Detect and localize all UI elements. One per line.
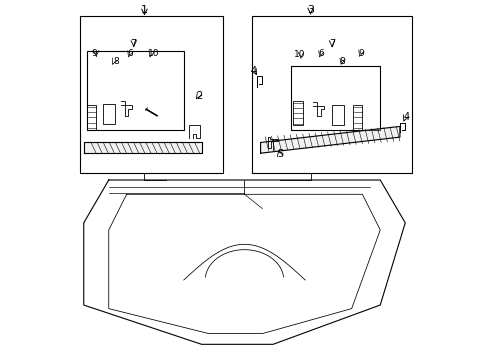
Text: 9: 9 bbox=[91, 49, 97, 58]
Text: 10: 10 bbox=[293, 50, 305, 59]
Bar bbox=[103, 104, 115, 123]
Text: 4: 4 bbox=[250, 66, 256, 76]
Text: 8: 8 bbox=[339, 57, 345, 66]
Bar bbox=[331, 105, 343, 125]
Text: 1: 1 bbox=[141, 5, 148, 15]
Text: 7: 7 bbox=[328, 39, 334, 49]
Text: 7: 7 bbox=[130, 39, 137, 49]
Bar bbox=[251, 16, 411, 173]
Text: 9: 9 bbox=[358, 49, 364, 58]
Text: 4: 4 bbox=[403, 112, 409, 122]
Text: 8: 8 bbox=[113, 57, 119, 66]
Bar bbox=[80, 16, 223, 173]
Bar bbox=[353, 105, 362, 130]
Bar bbox=[87, 105, 96, 130]
Text: 6: 6 bbox=[318, 49, 324, 58]
Text: 6: 6 bbox=[127, 49, 133, 58]
Text: 5: 5 bbox=[277, 149, 283, 159]
Text: 3: 3 bbox=[306, 5, 313, 15]
Polygon shape bbox=[83, 143, 201, 153]
Polygon shape bbox=[260, 126, 399, 153]
Bar bbox=[290, 66, 380, 130]
Text: 10: 10 bbox=[147, 49, 159, 58]
Bar bbox=[87, 51, 183, 130]
Bar bbox=[292, 102, 303, 125]
Text: 2: 2 bbox=[196, 91, 203, 101]
